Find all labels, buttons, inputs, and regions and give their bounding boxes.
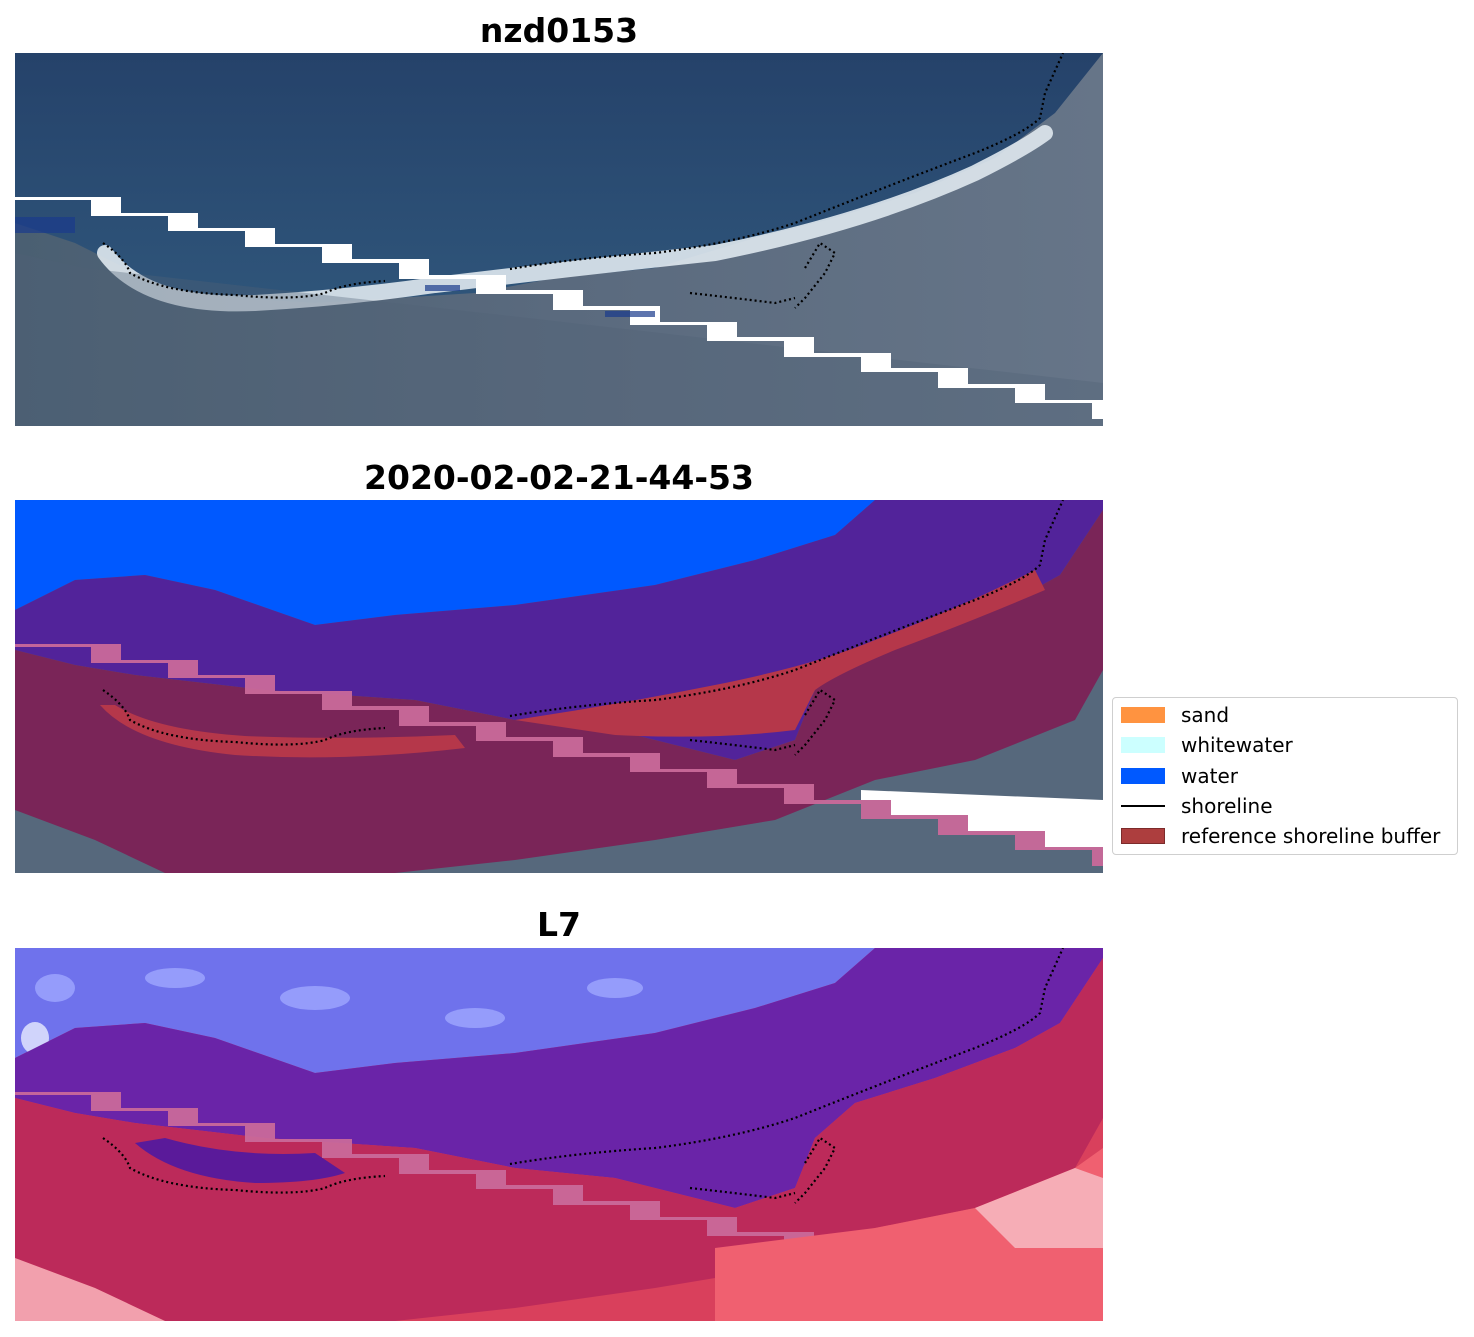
legend-label-reference-buffer: reference shoreline buffer bbox=[1181, 824, 1441, 848]
water-index-area bbox=[15, 948, 875, 1073]
legend-swatch-whitewater bbox=[1121, 737, 1165, 753]
legend-label-shoreline: shoreline bbox=[1181, 794, 1273, 818]
legend-label-whitewater: whitewater bbox=[1181, 733, 1293, 757]
legend-item-whitewater: whitewater bbox=[1121, 733, 1293, 757]
legend: sand whitewater water shoreline referenc… bbox=[1112, 697, 1458, 855]
legend-item-sand: sand bbox=[1121, 703, 1230, 727]
water-class-area bbox=[15, 500, 875, 625]
buffer-zone-lower bbox=[15, 510, 1103, 873]
legend-item-shoreline: shoreline bbox=[1121, 794, 1273, 818]
panel-title-l7: L7 bbox=[537, 905, 581, 944]
rgb-image bbox=[15, 53, 1103, 426]
l7-image bbox=[15, 948, 1103, 1321]
nodata-stripe bbox=[15, 1092, 1103, 1314]
legend-swatch-shoreline bbox=[1121, 805, 1165, 807]
panel-title-rgb: nzd0153 bbox=[479, 11, 639, 50]
legend-swatch-sand bbox=[1121, 707, 1165, 723]
legend-item-reference-buffer: reference shoreline buffer bbox=[1121, 824, 1441, 848]
legend-swatch-water bbox=[1121, 768, 1165, 784]
buffer-zone-upper bbox=[15, 948, 1103, 1208]
legend-label-sand: sand bbox=[1181, 703, 1230, 727]
nodata-stripe bbox=[15, 197, 1103, 419]
sand-class-area bbox=[100, 705, 465, 758]
l7-image-panel bbox=[15, 948, 1103, 1321]
rgb-image-panel bbox=[15, 53, 1103, 426]
panel-title-classified: 2020-02-02-21-44-53 bbox=[364, 458, 754, 497]
buffer-zone-lower bbox=[15, 958, 1103, 1321]
classified-image bbox=[15, 500, 1103, 873]
buffer-zone-upper bbox=[15, 500, 1103, 760]
legend-item-water: water bbox=[1121, 764, 1238, 788]
legend-label-water: water bbox=[1181, 764, 1238, 788]
classified-image-panel bbox=[15, 500, 1103, 873]
legend-swatch-reference-buffer bbox=[1121, 828, 1165, 844]
nodata-stripe bbox=[15, 644, 1103, 866]
